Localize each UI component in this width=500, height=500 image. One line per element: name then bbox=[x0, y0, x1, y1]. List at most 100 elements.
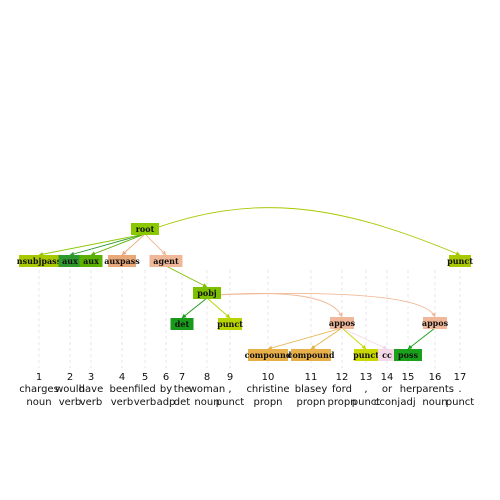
token-index: 14 bbox=[381, 372, 394, 383]
token-pos: propn bbox=[296, 397, 325, 408]
node-agent: agent bbox=[149, 255, 183, 267]
token-6: 6by adp bbox=[157, 372, 176, 408]
edge-pobj-appos16 bbox=[212, 292, 436, 318]
edge-appos12-punct13 bbox=[341, 327, 367, 350]
node-label: det bbox=[175, 319, 190, 329]
token-index: 10 bbox=[262, 372, 275, 383]
node-label: auxpass bbox=[104, 256, 140, 266]
token-word: woman bbox=[189, 384, 226, 395]
token-pos: adp bbox=[157, 397, 176, 408]
node-box bbox=[58, 255, 82, 267]
token-word: , bbox=[364, 384, 367, 395]
token-pos: verb bbox=[134, 397, 157, 408]
token-index: 2 bbox=[67, 372, 73, 383]
node-det: det bbox=[170, 318, 194, 330]
token-pos: cconj bbox=[374, 397, 400, 408]
token-index: 13 bbox=[360, 372, 373, 383]
node-box bbox=[378, 349, 396, 361]
node-box bbox=[108, 255, 136, 267]
node-box bbox=[170, 318, 194, 330]
node-label: pobj bbox=[197, 288, 217, 298]
edge-root-nsubjpass bbox=[38, 233, 146, 257]
node-label: appos bbox=[422, 318, 449, 328]
token-pos: punct bbox=[446, 397, 475, 408]
node-auxpass: auxpass bbox=[104, 255, 140, 267]
node-aux1: aux bbox=[58, 255, 82, 267]
node-label: agent bbox=[153, 256, 179, 266]
node-box bbox=[291, 349, 331, 361]
node-box bbox=[449, 255, 471, 267]
token-index: 12 bbox=[336, 372, 349, 383]
token-pos: noun bbox=[194, 397, 219, 408]
node-label: nsubjpass bbox=[17, 256, 62, 266]
node-punct9: punct bbox=[217, 318, 243, 330]
node-compound11: compound bbox=[288, 349, 335, 361]
token-pos: noun bbox=[422, 397, 447, 408]
edge-pobj-appos12 bbox=[212, 292, 343, 318]
edge-pobj-punct9 bbox=[206, 297, 231, 319]
node-box bbox=[218, 318, 242, 330]
node-label: punct bbox=[447, 256, 473, 266]
token-word: been bbox=[110, 384, 135, 395]
edge-appos12-cc bbox=[341, 327, 388, 350]
node-punct13: punct bbox=[353, 349, 379, 361]
node-box bbox=[149, 255, 183, 267]
node-label: compound bbox=[245, 350, 292, 360]
token-pos: punct bbox=[216, 397, 245, 408]
token-word: christine bbox=[246, 384, 289, 395]
token-index: 8 bbox=[204, 372, 210, 383]
dependency-edges bbox=[38, 207, 461, 351]
node-label: root bbox=[136, 224, 155, 234]
token-word: filed bbox=[134, 384, 156, 395]
node-pobj: pobj bbox=[193, 287, 221, 299]
token-pos: propn bbox=[253, 397, 282, 408]
token-index: 7 bbox=[179, 372, 185, 383]
token-word: parents bbox=[416, 384, 454, 395]
token-word: by bbox=[160, 384, 172, 395]
node-nsubjpass: nsubjpass bbox=[17, 255, 62, 267]
node-label: punct bbox=[353, 350, 379, 360]
token-pos: verb bbox=[80, 397, 103, 408]
token-word: . bbox=[458, 384, 461, 395]
token-index: 1 bbox=[36, 372, 42, 383]
node-box bbox=[79, 255, 103, 267]
node-box bbox=[354, 349, 378, 361]
token-index: 15 bbox=[402, 372, 415, 383]
node-root: root bbox=[131, 223, 159, 235]
token-index: 3 bbox=[88, 372, 94, 383]
token-word: would bbox=[55, 384, 85, 395]
token-word: , bbox=[228, 384, 231, 395]
node-cc: cc bbox=[378, 349, 396, 361]
token-word: charges bbox=[19, 384, 59, 395]
token-index: 9 bbox=[227, 372, 233, 383]
node-box bbox=[394, 349, 422, 361]
node-label: appos bbox=[329, 318, 356, 328]
token-index: 4 bbox=[119, 372, 125, 383]
node-aux2: aux bbox=[79, 255, 103, 267]
token-index: 17 bbox=[454, 372, 467, 383]
token-word: have bbox=[79, 384, 104, 395]
token-17: 17. punct bbox=[446, 372, 475, 408]
edge-root-agent bbox=[144, 233, 167, 256]
token-pos: propn bbox=[327, 397, 356, 408]
token-pos: punct bbox=[352, 397, 381, 408]
token-pos: noun bbox=[26, 397, 51, 408]
token-index: 16 bbox=[429, 372, 442, 383]
edge-root-punct17 bbox=[152, 207, 461, 256]
node-punct17: punct bbox=[447, 255, 473, 267]
edge-appos16-poss bbox=[407, 327, 436, 350]
node-box bbox=[131, 223, 159, 235]
token-word: the bbox=[174, 384, 190, 395]
token-word: her bbox=[400, 384, 417, 395]
token-13: 13, punct bbox=[352, 372, 381, 408]
node-label: aux bbox=[62, 256, 78, 266]
